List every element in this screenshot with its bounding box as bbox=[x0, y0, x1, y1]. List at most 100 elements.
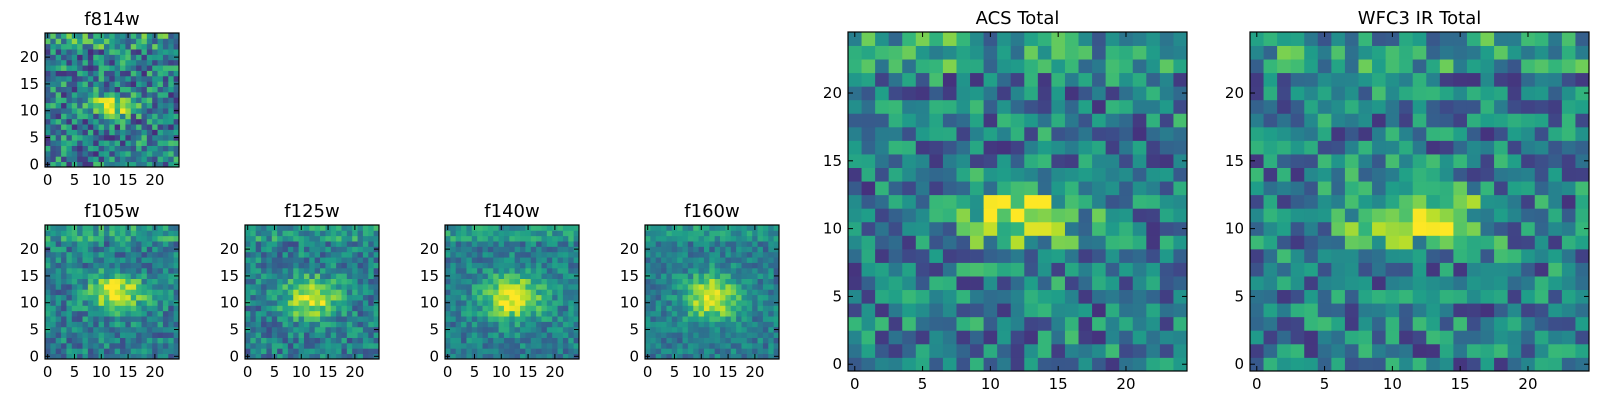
heatmap-cell bbox=[362, 289, 369, 296]
heatmap-cell bbox=[136, 262, 142, 269]
heatmap-cell bbox=[173, 43, 180, 50]
heatmap-cell bbox=[536, 273, 542, 279]
heatmap-cell bbox=[666, 230, 673, 237]
heatmap-cell bbox=[725, 326, 732, 333]
heatmap-cell bbox=[1159, 167, 1174, 182]
heatmap-cell bbox=[136, 118, 142, 125]
heatmap-cell bbox=[168, 129, 175, 136]
heatmap-cell bbox=[271, 342, 278, 349]
heatmap-cell bbox=[162, 273, 169, 279]
heatmap-cell bbox=[1331, 303, 1346, 318]
heatmap-cell bbox=[50, 230, 57, 237]
heatmap-cell bbox=[66, 283, 73, 290]
heatmap-cell bbox=[168, 81, 175, 87]
heatmap-cell bbox=[293, 267, 299, 274]
heatmap-cell bbox=[136, 289, 142, 296]
heatmap-cell bbox=[970, 194, 984, 209]
heatmap-cell bbox=[141, 124, 148, 130]
heatmap-cell bbox=[130, 235, 137, 242]
heatmap-cell bbox=[320, 353, 326, 360]
heatmap-cell bbox=[487, 321, 494, 328]
heatmap-cell bbox=[650, 225, 657, 231]
heatmap-cell bbox=[50, 278, 57, 285]
heatmap-cell bbox=[861, 113, 876, 128]
heatmap-cell bbox=[677, 348, 683, 355]
heatmap-cell bbox=[1480, 126, 1495, 141]
heatmap-cell bbox=[1051, 113, 1066, 128]
heatmap-cell bbox=[509, 337, 516, 344]
heatmap-cell bbox=[471, 337, 478, 344]
heatmap-cell bbox=[303, 230, 310, 237]
heatmap-cell bbox=[471, 235, 478, 242]
heatmap-cell bbox=[293, 273, 299, 279]
heatmap-cell bbox=[498, 305, 505, 312]
heatmap-cell bbox=[773, 278, 780, 285]
heatmap-cell bbox=[303, 294, 310, 301]
heatmap-cell bbox=[450, 225, 457, 231]
heatmap-cell bbox=[568, 348, 575, 355]
heatmap-cell bbox=[1548, 343, 1563, 358]
heatmap-cell bbox=[530, 230, 537, 237]
y-tick-label: 0 bbox=[1234, 355, 1244, 373]
heatmap-cell bbox=[509, 348, 516, 355]
heatmap-cell bbox=[82, 75, 89, 82]
heatmap-cell bbox=[77, 353, 83, 360]
heatmap-cell bbox=[546, 230, 553, 237]
heatmap-cell bbox=[1064, 289, 1079, 304]
heatmap-cell bbox=[245, 316, 251, 322]
heatmap-cell bbox=[173, 129, 180, 136]
heatmap-cell bbox=[1250, 208, 1264, 223]
heatmap-cell bbox=[746, 321, 753, 328]
heatmap-cell bbox=[546, 300, 553, 306]
heatmap-cell bbox=[875, 86, 890, 101]
heatmap-cell bbox=[168, 86, 175, 93]
heatmap-cell bbox=[71, 86, 78, 93]
heatmap-cell bbox=[325, 348, 332, 355]
heatmap-cell bbox=[55, 161, 62, 168]
heatmap-cell bbox=[357, 310, 364, 317]
heatmap-cell bbox=[562, 267, 569, 274]
heatmap-cell bbox=[168, 251, 175, 258]
heatmap-cell bbox=[762, 342, 769, 349]
heatmap-cell bbox=[55, 156, 62, 163]
heatmap-cell bbox=[66, 75, 73, 82]
heatmap-cell bbox=[120, 113, 126, 120]
heatmap-cell bbox=[330, 225, 337, 231]
heatmap-cell bbox=[152, 118, 158, 125]
heatmap-cell bbox=[1494, 154, 1509, 168]
heatmap-cell bbox=[1372, 45, 1386, 60]
heatmap-cell bbox=[255, 246, 262, 253]
heatmap-cell bbox=[875, 45, 890, 60]
heatmap-cell bbox=[357, 316, 364, 322]
heatmap-cell bbox=[736, 348, 742, 355]
heatmap-cell bbox=[61, 43, 67, 50]
heatmap-cell bbox=[87, 49, 94, 55]
heatmap-cell bbox=[336, 332, 342, 338]
heatmap-cell bbox=[114, 43, 121, 50]
heatmap-cell bbox=[942, 221, 957, 236]
heatmap-cell bbox=[915, 330, 930, 345]
y-tick-label: 0 bbox=[629, 347, 639, 365]
heatmap-cell bbox=[168, 257, 175, 263]
y-tick-label: 0 bbox=[29, 347, 39, 365]
heatmap-cell bbox=[303, 305, 310, 312]
heatmap-cell bbox=[546, 257, 553, 263]
heatmap-cell bbox=[168, 54, 175, 61]
heatmap-cell bbox=[1534, 140, 1549, 155]
heatmap-cell bbox=[661, 332, 667, 338]
heatmap-cell bbox=[730, 310, 737, 317]
heatmap-cell bbox=[157, 86, 164, 93]
heatmap-cell bbox=[1250, 113, 1264, 128]
heatmap-cell bbox=[103, 97, 110, 104]
heatmap-cell bbox=[93, 150, 99, 157]
heatmap-cell bbox=[762, 289, 769, 296]
heatmap-cell bbox=[1092, 235, 1107, 250]
heatmap-cell bbox=[130, 348, 137, 355]
heatmap-cell bbox=[1250, 357, 1264, 372]
heatmap-cell bbox=[546, 283, 553, 290]
heatmap-cell bbox=[130, 102, 137, 109]
heatmap-cell bbox=[141, 91, 148, 98]
heatmap-cell bbox=[655, 332, 662, 338]
heatmap-cell bbox=[141, 134, 148, 141]
